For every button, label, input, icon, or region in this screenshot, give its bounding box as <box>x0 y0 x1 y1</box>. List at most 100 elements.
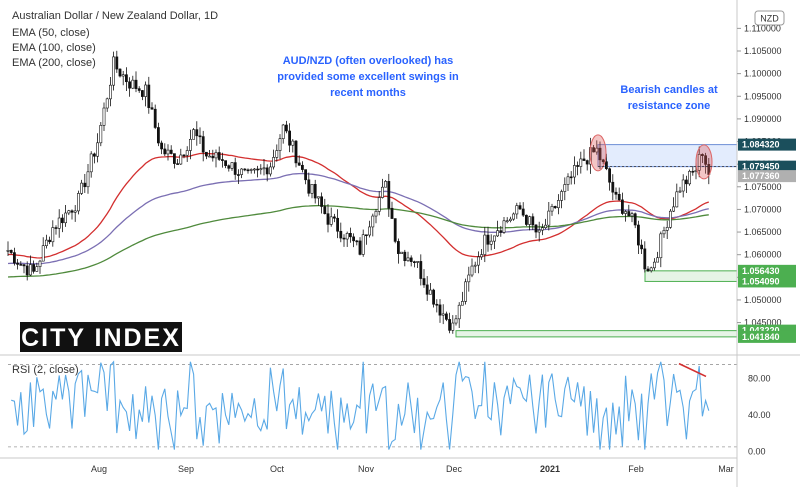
price-tag-box <box>738 264 796 277</box>
candle-body <box>147 84 151 108</box>
candle-body <box>390 207 394 219</box>
time-axis[interactable]: Aug Sep Oct Nov Dec 2021 Feb Mar <box>91 464 734 474</box>
time-tick-label: Feb <box>628 464 644 474</box>
candle-body <box>38 260 42 267</box>
candle-body <box>304 169 308 181</box>
candles <box>6 50 711 334</box>
candle-body <box>636 224 640 246</box>
candle-body <box>668 210 672 228</box>
legend-ema-50[interactable]: EMA (50, close) <box>12 27 90 39</box>
candle-body <box>13 252 16 264</box>
chart-title: Australian Dollar / New Zealand Dollar, … <box>12 10 218 22</box>
candle-body <box>89 153 93 173</box>
price-tick-label: 1.075000 <box>744 182 782 192</box>
legend-ema-100[interactable]: EMA (100, close) <box>12 42 96 54</box>
candle-body <box>572 165 576 178</box>
candle-body <box>141 90 144 97</box>
candle-body <box>131 79 135 89</box>
price-tag-box <box>738 275 796 288</box>
candle-body <box>281 124 285 139</box>
price-tick-label: 1.070000 <box>744 204 782 214</box>
ema-lines <box>7 152 710 278</box>
price-tag: 1.054090 <box>738 275 796 288</box>
candle-body <box>208 155 212 158</box>
currency-badge[interactable]: NZD <box>754 10 785 26</box>
candle-body <box>579 158 583 167</box>
time-tick-label: Sep <box>178 464 194 474</box>
price-tag-box <box>738 160 796 173</box>
rsi-label[interactable]: RSI (2, close) <box>12 364 79 376</box>
candle-body <box>697 154 701 171</box>
price-tick-label: 1.060000 <box>744 250 782 260</box>
candle-body <box>329 216 333 225</box>
candle-body <box>211 155 215 159</box>
time-tick-label: Oct <box>270 464 285 474</box>
candle-body <box>195 129 199 137</box>
candle-body <box>342 237 346 240</box>
candle-body <box>224 160 228 166</box>
candle-body <box>380 186 384 198</box>
candle-body <box>99 125 103 144</box>
candle-body <box>620 199 624 214</box>
candle-body <box>291 140 295 146</box>
candle-body <box>144 84 148 97</box>
rsi-bands <box>8 364 737 448</box>
candle-body <box>83 182 87 188</box>
candle-body <box>611 181 615 193</box>
currency-badge-box <box>754 10 785 26</box>
candle-body <box>460 301 464 306</box>
candle-body <box>675 191 679 208</box>
candle-body <box>422 278 426 286</box>
price-tick-label: 1.090000 <box>744 114 782 124</box>
candle-body <box>592 147 596 153</box>
candle-body <box>480 254 484 258</box>
candle-body <box>364 234 368 237</box>
candle-body <box>102 107 106 126</box>
candle-body <box>534 224 538 233</box>
candle-body <box>492 235 496 242</box>
price-tick-label: 1.045000 <box>744 318 782 328</box>
candle-body <box>416 261 420 263</box>
candle-body <box>393 218 397 242</box>
candle-body <box>531 216 535 226</box>
candle-body <box>57 217 61 229</box>
candle-body <box>496 230 500 237</box>
candle-body <box>150 107 154 110</box>
annotation-resistance-line-2: resistance zone <box>628 100 711 112</box>
candle-body <box>361 234 365 255</box>
candle-body <box>128 81 132 89</box>
candle-body <box>473 264 477 267</box>
candle-body <box>451 322 455 331</box>
zone-0 <box>597 144 738 168</box>
candle-body <box>22 264 26 267</box>
price-tag-label: 1.041840 <box>742 332 780 342</box>
price-tag-label: 1.084320 <box>742 140 780 150</box>
candle-body <box>624 211 628 214</box>
candle-body <box>601 159 605 162</box>
legend-ema-200[interactable]: EMA (200, close) <box>12 57 96 69</box>
time-tick-label: Aug <box>91 464 107 474</box>
candle-body <box>249 169 253 171</box>
annotation-swings-line-3: recent months <box>330 87 406 99</box>
candle-body <box>576 165 580 167</box>
rsi-axis[interactable]: 0.00 40.00 80.00 <box>748 373 771 456</box>
candle-body <box>121 74 125 77</box>
price-tick-label: 1.095000 <box>744 91 782 101</box>
candle-body <box>332 216 336 219</box>
price-tag: 1.056430 <box>738 264 796 277</box>
candle-body <box>563 184 567 192</box>
candle-body <box>358 240 362 255</box>
candle-body <box>336 217 340 232</box>
candle-body <box>93 153 96 157</box>
candle-body <box>630 213 634 217</box>
candle-body <box>227 165 231 169</box>
candle-body <box>48 239 52 243</box>
candle-body <box>265 167 269 175</box>
rsi-tick-label: 40.00 <box>748 410 771 420</box>
candle-body <box>396 241 400 254</box>
candle-body <box>595 147 599 153</box>
candle-body <box>355 240 359 243</box>
candle-body <box>608 168 612 183</box>
candle-body <box>704 155 708 165</box>
